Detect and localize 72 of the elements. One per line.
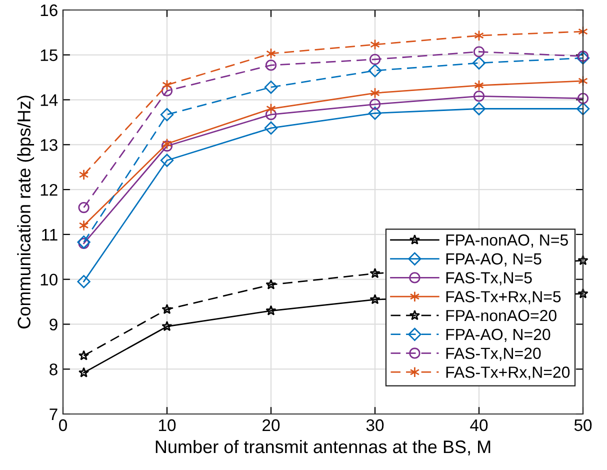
point bbox=[370, 87, 380, 99]
legend-label: FPA-nonAO, N=5 bbox=[446, 234, 568, 248]
point bbox=[370, 294, 380, 304]
point bbox=[77, 235, 90, 249]
point bbox=[369, 98, 381, 110]
point bbox=[472, 102, 486, 116]
x-tick-label: 50 bbox=[574, 419, 592, 432]
point bbox=[266, 305, 276, 316]
legend-label: FPA-nonAO=20 bbox=[446, 310, 556, 322]
x-tick-label: 10 bbox=[159, 419, 176, 432]
y-tick-label: 15 bbox=[40, 49, 58, 62]
point bbox=[370, 39, 380, 50]
point bbox=[265, 60, 277, 71]
point bbox=[161, 140, 173, 152]
point bbox=[370, 268, 380, 278]
point bbox=[368, 64, 382, 78]
point bbox=[576, 51, 590, 65]
x-tick-label: 0 bbox=[59, 419, 67, 432]
y-tick-label: 7 bbox=[50, 408, 58, 420]
point bbox=[78, 202, 90, 214]
legend-label: FAS-Tx,N=5 bbox=[446, 272, 532, 286]
point bbox=[474, 80, 484, 91]
point bbox=[265, 109, 277, 120]
point bbox=[578, 254, 588, 266]
y-tick-label: 8 bbox=[50, 364, 58, 376]
point bbox=[78, 350, 90, 360]
y-tick-label: 9 bbox=[50, 318, 58, 330]
y-tick-label: 10 bbox=[40, 274, 58, 286]
point bbox=[78, 238, 90, 249]
point bbox=[266, 103, 276, 114]
x-axis-title: Number of transmit antennas at the BS, M bbox=[156, 440, 490, 456]
legend-label: FPA-AO, N=5 bbox=[446, 253, 542, 266]
point bbox=[578, 26, 588, 38]
legend-label: FAS-Tx,N=20 bbox=[446, 348, 541, 361]
point bbox=[474, 30, 484, 42]
point bbox=[369, 54, 381, 65]
y-axis-title: Communication rate (bps/Hz) bbox=[17, 96, 34, 328]
point bbox=[162, 79, 172, 91]
point bbox=[162, 304, 172, 314]
point bbox=[473, 90, 485, 102]
point bbox=[78, 169, 89, 180]
point bbox=[162, 320, 172, 332]
point bbox=[160, 154, 174, 167]
y-tick-label: 11 bbox=[42, 229, 58, 240]
point bbox=[77, 274, 90, 288]
point bbox=[578, 288, 588, 298]
legend-label: FAS-Tx+Rx,N=20 bbox=[446, 366, 570, 380]
point bbox=[368, 106, 382, 120]
point bbox=[472, 56, 486, 70]
point bbox=[266, 48, 276, 60]
point bbox=[160, 108, 174, 122]
point bbox=[264, 121, 278, 135]
point bbox=[161, 85, 173, 96]
y-tick-label: 12 bbox=[40, 184, 58, 196]
point bbox=[264, 80, 278, 94]
point bbox=[78, 220, 89, 232]
x-tick-label: 30 bbox=[366, 419, 384, 432]
y-tick-label: 13 bbox=[40, 139, 58, 151]
point bbox=[577, 92, 589, 104]
y-tick-label: 14 bbox=[40, 94, 58, 106]
point bbox=[576, 102, 590, 116]
point bbox=[78, 367, 90, 378]
point bbox=[473, 46, 485, 58]
point bbox=[577, 50, 589, 62]
legend-label: FPA-AO, N=20 bbox=[446, 328, 550, 342]
point bbox=[162, 138, 172, 150]
x-tick-label: 20 bbox=[262, 419, 280, 432]
legend-label: FAS-Tx+Rx,N=5 bbox=[446, 291, 561, 304]
x-tick-label: 40 bbox=[470, 419, 488, 432]
point bbox=[266, 279, 276, 290]
point bbox=[578, 75, 588, 86]
y-tick-label: 16 bbox=[40, 4, 58, 16]
